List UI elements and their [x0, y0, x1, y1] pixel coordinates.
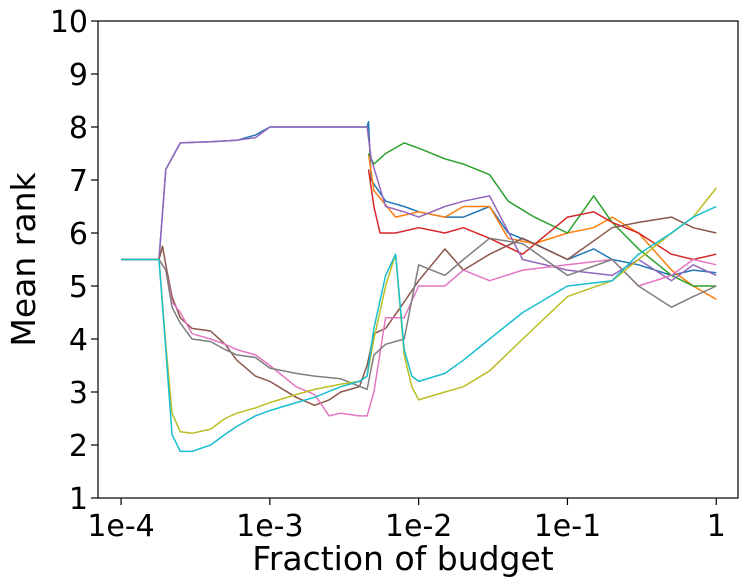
y-tick-label: 9 — [69, 58, 88, 93]
x-tick-label: 1e-3 — [236, 509, 303, 544]
series-line-4 — [367, 169, 717, 261]
x-axis-ticks: 1e-4 1e-3 1e-2 1e-1 1 — [87, 498, 726, 544]
series-line-7 — [121, 258, 717, 417]
y-tick-label: 5 — [69, 270, 88, 305]
series-line-2 — [367, 153, 717, 300]
series-line-6 — [121, 216, 717, 407]
series-line-8 — [121, 237, 717, 391]
x-axis-title: Fraction of budget — [252, 539, 554, 578]
x-tick-label: 1e-2 — [385, 509, 452, 544]
y-tick-label: 1 — [69, 482, 88, 517]
y-axis-title: Mean rank — [4, 172, 43, 347]
y-tick-label: 3 — [69, 376, 88, 411]
series-line-3 — [367, 142, 717, 287]
y-tick-label: 6 — [69, 217, 88, 252]
y-axis-ticks: 1 2 3 4 5 6 7 8 9 10 — [50, 5, 98, 517]
series-layer — [121, 120, 717, 453]
x-tick-label: 1e-1 — [534, 509, 601, 544]
series-line-10 — [121, 205, 717, 453]
y-tick-label: 10 — [50, 5, 88, 40]
plot-frame — [97, 20, 739, 499]
y-tick-label: 7 — [69, 164, 88, 199]
series-line-5 — [121, 126, 717, 282]
x-tick-label: 1e-4 — [87, 509, 154, 544]
x-tick-label: 1 — [707, 509, 726, 544]
y-tick-label: 8 — [69, 111, 88, 146]
y-tick-label: 4 — [69, 323, 88, 358]
y-tick-label: 2 — [69, 429, 88, 464]
series-line-1 — [121, 120, 717, 277]
